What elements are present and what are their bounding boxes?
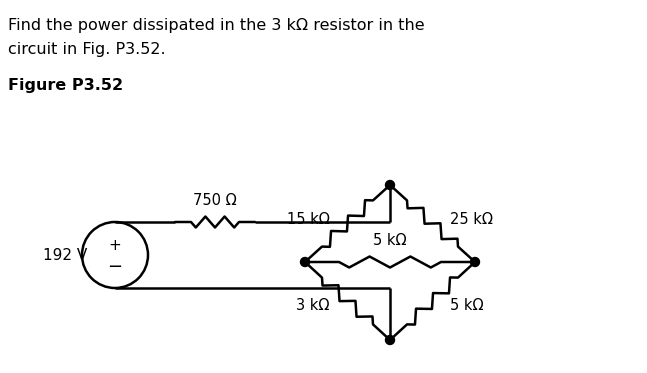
Text: circuit in Fig. P3.52.: circuit in Fig. P3.52. bbox=[8, 42, 166, 57]
Circle shape bbox=[470, 257, 479, 266]
Text: 5 kΩ: 5 kΩ bbox=[373, 233, 407, 248]
Text: 750 Ω: 750 Ω bbox=[193, 193, 237, 208]
Circle shape bbox=[386, 181, 395, 189]
Text: 15 kΩ: 15 kΩ bbox=[287, 212, 329, 227]
Circle shape bbox=[386, 335, 395, 345]
Text: Find the power dissipated in the 3 kΩ resistor in the: Find the power dissipated in the 3 kΩ re… bbox=[8, 18, 424, 33]
Text: −: − bbox=[107, 258, 122, 276]
Text: 192 V: 192 V bbox=[43, 248, 87, 263]
Text: 5 kΩ: 5 kΩ bbox=[450, 298, 484, 313]
Text: 3 kΩ: 3 kΩ bbox=[296, 298, 329, 313]
Text: +: + bbox=[109, 238, 122, 253]
Circle shape bbox=[300, 257, 309, 266]
Text: 25 kΩ: 25 kΩ bbox=[450, 212, 494, 227]
Text: Figure P3.52: Figure P3.52 bbox=[8, 78, 123, 93]
